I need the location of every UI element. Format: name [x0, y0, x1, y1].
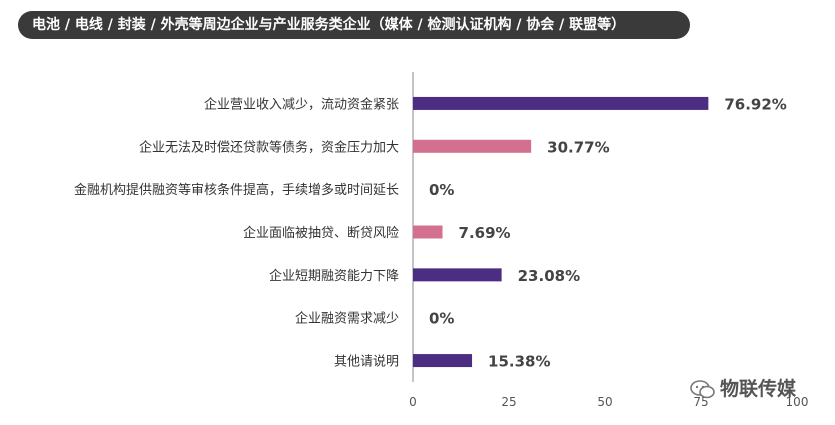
value-label: 23.08% [518, 267, 580, 285]
value-label: 0% [429, 310, 454, 328]
bar [413, 354, 473, 368]
bar [413, 225, 443, 239]
bar [413, 139, 532, 153]
x-tick-label: 0 [409, 395, 417, 409]
value-label: 0% [429, 181, 454, 199]
watermark: 物联传媒 [690, 374, 796, 401]
bar [413, 268, 502, 282]
category-label: 企业无法及时偿还贷款等债务，资金压力加大 [139, 139, 399, 155]
value-label: 7.69% [459, 224, 511, 242]
category-label: 企业短期融资能力下降 [269, 268, 399, 284]
value-label: 30.77% [547, 138, 609, 156]
x-tick-label: 75 [693, 395, 708, 409]
value-label: 76.92% [724, 95, 786, 113]
x-tick-label: 25 [501, 395, 516, 409]
category-label: 企业营业收入减少，流动资金紧张 [204, 96, 399, 112]
category-label: 其他请说明 [334, 355, 399, 370]
x-tick-label: 100 [786, 395, 809, 409]
watermark-text: 物联传媒 [720, 378, 797, 400]
category-label: 金融机构提供融资等审核条件提高，手续增多或时间延长 [74, 182, 399, 198]
category-label: 企业融资需求减少 [295, 311, 399, 327]
x-tick-label: 50 [597, 395, 612, 409]
wechat-icon [690, 379, 715, 398]
bar [413, 96, 709, 110]
value-label: 15.38% [488, 353, 550, 371]
chart-title: 电池 / 电线 / 封装 / 外壳等周边企业与产业服务类企业（媒体 / 检测认证… [18, 11, 690, 39]
category-label: 企业面临被抽贷、断贷风险 [243, 225, 399, 241]
